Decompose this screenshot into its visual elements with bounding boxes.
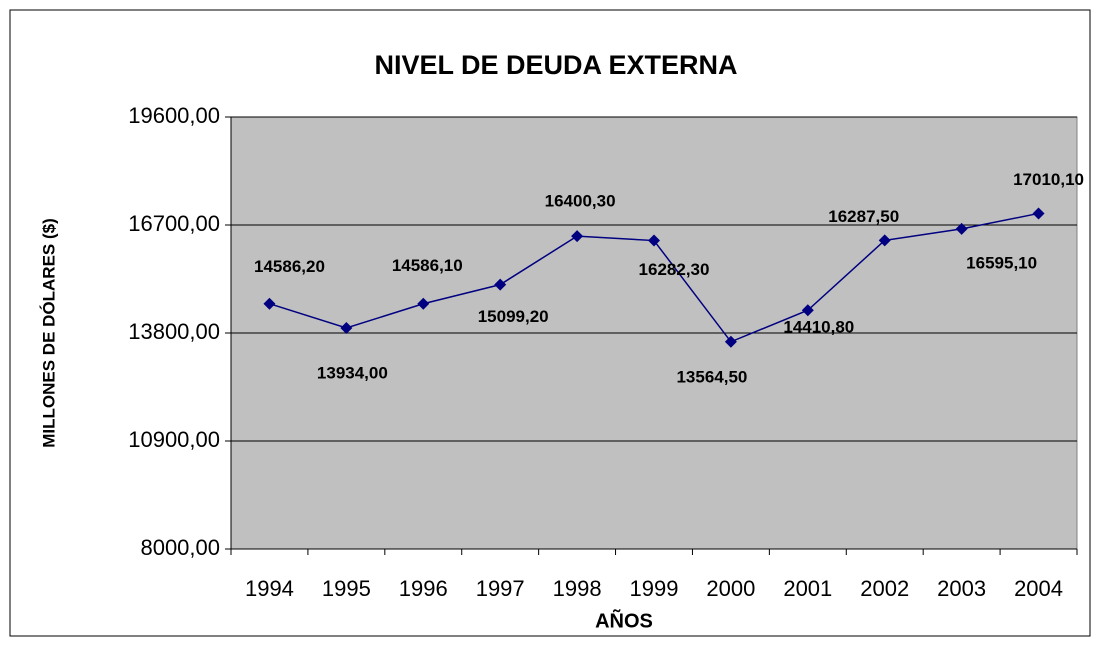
- data-point: [417, 297, 430, 310]
- y-tick-label: 16700,00: [128, 211, 220, 236]
- data-point: [648, 234, 660, 247]
- x-tick-label: 1998: [553, 576, 602, 601]
- data-point: [340, 322, 353, 335]
- data-point: [494, 278, 507, 291]
- data-point: [955, 222, 968, 235]
- y-tick-label: 19600,00: [128, 103, 220, 128]
- y-tick-label: 10900,00: [128, 427, 220, 452]
- chart-title: NIVEL DE DEUDA EXTERNA: [374, 50, 737, 80]
- data-label: 14586,20: [254, 257, 325, 276]
- y-tick-label: 13800,00: [128, 319, 220, 344]
- data-point: [263, 297, 276, 310]
- x-tick-label: 1994: [245, 576, 294, 601]
- y-tick-label: 8000,00: [140, 535, 220, 560]
- data-label: 14586,10: [392, 256, 463, 275]
- data-point: [724, 335, 737, 348]
- x-tick-label: 2003: [937, 576, 986, 601]
- x-tick-label: 1995: [322, 576, 371, 601]
- x-axis-title: AÑOS: [595, 609, 653, 632]
- data-label: 16287,50: [828, 207, 899, 226]
- data-point: [878, 234, 891, 247]
- data-label: 17010,10: [1013, 170, 1084, 189]
- data-label: 13934,00: [317, 363, 388, 382]
- y-axis-title: MILLONES DE DÓLARES ($): [39, 218, 58, 448]
- data-point: [571, 230, 584, 243]
- data-label: 14410,80: [783, 318, 854, 337]
- data-label: 16595,10: [966, 253, 1037, 272]
- x-tick-label: 2001: [783, 576, 832, 601]
- x-tick-label: 1996: [399, 576, 448, 601]
- x-tick-label: 1999: [630, 576, 679, 601]
- data-label: 13564,50: [676, 367, 747, 386]
- x-tick-label: 2002: [860, 576, 909, 601]
- data-point: [1032, 207, 1045, 220]
- x-tick-label: 2000: [706, 576, 755, 601]
- data-label: 16400,30: [545, 192, 616, 211]
- data-label: 15099,20: [478, 307, 549, 326]
- x-tick-label: 2004: [1014, 576, 1063, 601]
- x-tick-label: 1997: [476, 576, 525, 601]
- data-label: 16282,30: [639, 260, 710, 279]
- data-point: [801, 304, 814, 317]
